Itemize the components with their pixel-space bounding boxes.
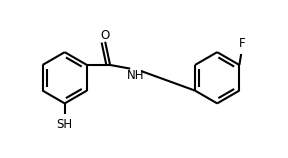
Text: SH: SH	[57, 118, 73, 131]
Text: O: O	[101, 29, 110, 42]
Text: F: F	[239, 37, 246, 50]
Text: NH: NH	[127, 69, 145, 82]
